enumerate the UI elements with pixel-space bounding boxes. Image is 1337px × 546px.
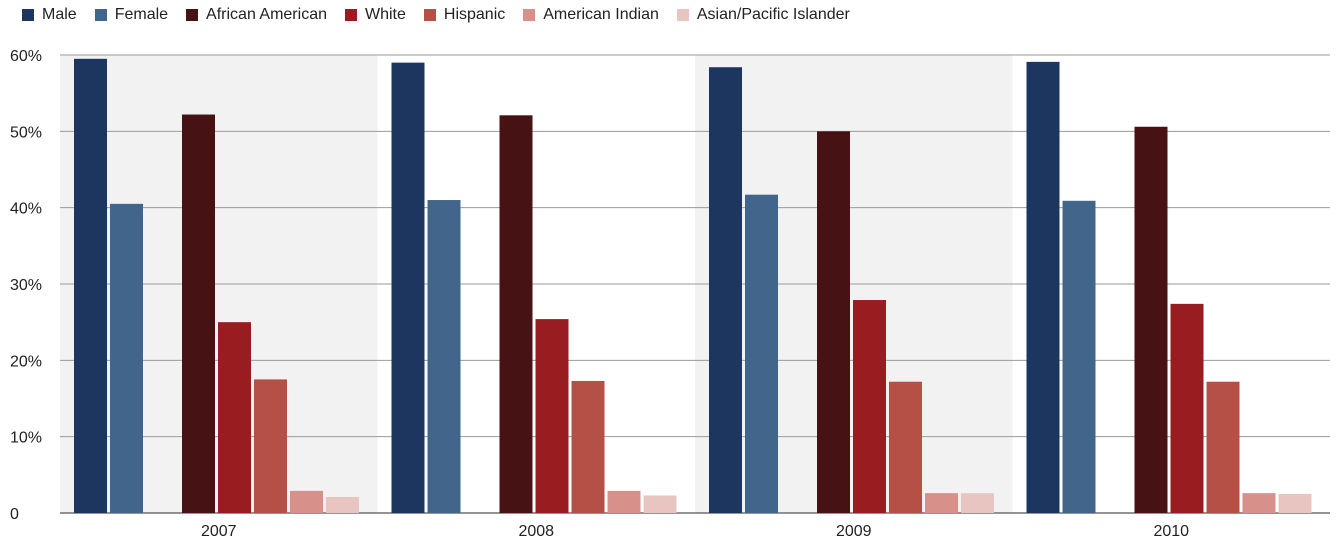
legend-item: Male [22, 6, 77, 24]
legend-item: White [344, 6, 406, 24]
bar [499, 115, 533, 513]
legend-swatch [94, 9, 107, 21]
bar [709, 67, 742, 514]
legend-swatch [22, 9, 34, 21]
legend-label: Hispanic [443, 6, 506, 23]
bar [1134, 126, 1168, 514]
bar [1242, 493, 1276, 513]
x-tick-label: 2010 [1153, 523, 1189, 540]
legend-label: Asian/Pacific Islander [696, 6, 850, 23]
bar [643, 495, 677, 513]
bar [889, 381, 922, 513]
y-tick-label: 40% [10, 201, 42, 218]
bar [1170, 303, 1204, 513]
legend-swatch [186, 9, 199, 21]
bar [218, 322, 251, 513]
y-tick-label: 10% [10, 430, 42, 447]
legend-swatch [344, 9, 357, 21]
legend-label: White [364, 6, 406, 23]
legend-label: African American [206, 6, 327, 23]
y-tick-label: 30% [10, 277, 42, 294]
y-tick-label: 0 [10, 506, 19, 523]
bar [1026, 61, 1060, 514]
bar [817, 131, 850, 514]
bar [326, 496, 359, 513]
bar [427, 200, 461, 514]
y-tick-label: 50% [10, 124, 42, 141]
y-tick-label: 20% [10, 353, 42, 370]
legend-swatch [676, 9, 689, 21]
bar [925, 493, 958, 513]
legend-item: African American [186, 6, 327, 24]
legend-swatch [523, 9, 536, 21]
legend-item: American Indian [523, 6, 659, 24]
bar [74, 58, 107, 514]
x-tick-label: 2009 [836, 523, 872, 540]
bar [110, 203, 143, 513]
bar [1278, 493, 1312, 513]
bar [745, 194, 778, 513]
legend-label: Male [42, 6, 77, 23]
legend-swatch [423, 9, 436, 21]
legend-item: Hispanic [423, 6, 506, 24]
legend-label: American Indian [543, 6, 659, 23]
bar [1062, 200, 1096, 513]
x-tick-label: 2008 [518, 523, 554, 540]
x-tick-label: 2007 [201, 523, 237, 540]
legend-label: Female [114, 6, 169, 23]
bar [571, 380, 605, 513]
bar [607, 490, 641, 513]
bar [391, 62, 425, 514]
bar [290, 490, 323, 513]
bar [254, 379, 287, 513]
legend-item: Asian/Pacific Islander [676, 6, 850, 24]
bar [961, 493, 994, 513]
bar [182, 114, 215, 513]
y-tick-label: 60% [10, 48, 42, 65]
bar [535, 319, 569, 513]
legend-item: Female [94, 6, 169, 24]
bar [853, 300, 886, 513]
bar [1206, 381, 1240, 513]
legend: Male Female African American White Hispanic A… [22, 6, 850, 24]
